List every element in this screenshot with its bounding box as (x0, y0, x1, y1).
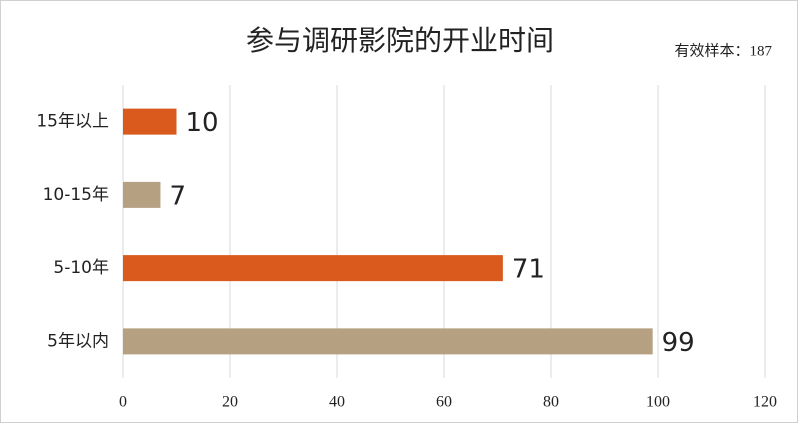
x-tick-label: 80 (543, 394, 559, 411)
annotation: 有效样本：187 (674, 42, 772, 59)
chart-title: 参与调研影院的开业时间 (246, 24, 554, 57)
y-tick-label: 15年以上 (36, 112, 109, 132)
y-tick-label: 10-15年 (43, 185, 109, 205)
data-label: 10 (186, 108, 219, 138)
y-tick-label: 5-10年 (53, 258, 109, 278)
x-tick-label: 120 (753, 394, 777, 411)
bar (123, 181, 161, 208)
y-tick-label: 5年以内 (47, 331, 109, 351)
bar (123, 328, 653, 355)
bar (123, 108, 177, 135)
x-tick-label: 0 (119, 394, 127, 411)
data-label: 71 (512, 255, 545, 285)
data-label: 7 (169, 181, 186, 211)
data-label: 99 (662, 328, 695, 358)
bar (123, 255, 503, 282)
x-tick-label: 60 (436, 394, 452, 411)
x-tick-label: 100 (646, 394, 670, 411)
x-tick-label: 40 (329, 394, 345, 411)
x-tick-label: 20 (222, 394, 238, 411)
